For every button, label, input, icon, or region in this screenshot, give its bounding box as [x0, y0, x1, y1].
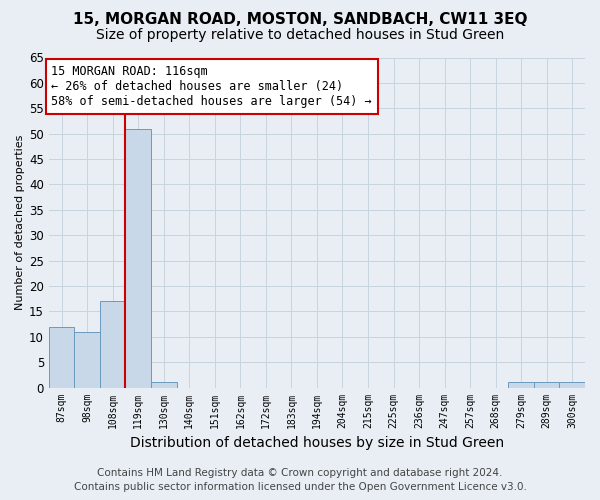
Bar: [151, 382, 176, 388]
Bar: [74, 332, 100, 388]
Text: Contains HM Land Registry data © Crown copyright and database right 2024.
Contai: Contains HM Land Registry data © Crown c…: [74, 468, 526, 492]
Bar: [559, 382, 585, 388]
X-axis label: Distribution of detached houses by size in Stud Green: Distribution of detached houses by size …: [130, 436, 504, 450]
Bar: [100, 301, 125, 388]
Text: 15, MORGAN ROAD, MOSTON, SANDBACH, CW11 3EQ: 15, MORGAN ROAD, MOSTON, SANDBACH, CW11 …: [73, 12, 527, 28]
Bar: [49, 326, 74, 388]
Text: 15 MORGAN ROAD: 116sqm
← 26% of detached houses are smaller (24)
58% of semi-det: 15 MORGAN ROAD: 116sqm ← 26% of detached…: [52, 65, 372, 108]
Bar: [125, 128, 151, 388]
Text: Size of property relative to detached houses in Stud Green: Size of property relative to detached ho…: [96, 28, 504, 42]
Bar: [508, 382, 534, 388]
Y-axis label: Number of detached properties: Number of detached properties: [15, 135, 25, 310]
Bar: [534, 382, 559, 388]
